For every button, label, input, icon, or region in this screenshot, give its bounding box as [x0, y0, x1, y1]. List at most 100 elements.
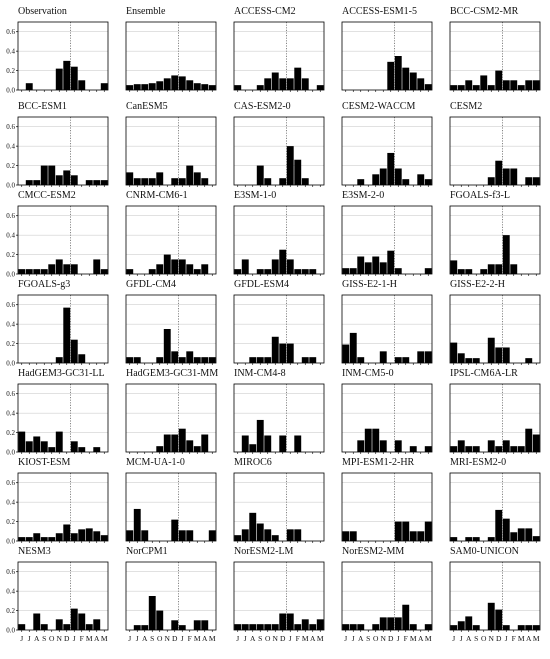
bar-16-5 [163, 329, 171, 363]
bar-20-2 [33, 436, 41, 452]
bar-15-7 [70, 339, 78, 363]
bar-27-4 [264, 529, 272, 541]
panel-title-26: MCM-UA-1-0 [126, 457, 185, 468]
ytick-label-10-1: 0.2 [6, 251, 15, 259]
bar-2-11 [316, 85, 324, 90]
panel-frame-9 [449, 116, 541, 186]
bar-24-2 [465, 446, 473, 452]
bar-6-0 [126, 172, 134, 185]
panel-frame-1 [125, 21, 217, 91]
bar-20-7 [70, 441, 78, 452]
bar-11-4 [156, 264, 164, 274]
bar-16-7 [178, 357, 186, 363]
bar-26-0 [126, 530, 134, 541]
bar-30-5 [55, 619, 63, 630]
panel-frame-28 [341, 472, 433, 542]
ytick-label-10-3: 0.6 [6, 212, 15, 220]
bar-30-10 [93, 619, 101, 630]
bar-27-1 [241, 529, 249, 541]
bar-4-8 [510, 80, 518, 90]
bar-14-0 [450, 260, 458, 274]
bar-31-1 [133, 625, 141, 630]
bar-13-1 [349, 268, 357, 274]
bar-1-4 [156, 81, 164, 90]
panel-frame-20 [17, 383, 109, 453]
month-label-33-11: M [425, 634, 432, 643]
month-label-30-6: D [64, 634, 70, 643]
panel-bg-31 [126, 562, 216, 630]
bar-22-6 [279, 435, 287, 452]
panel-frame-6 [125, 116, 217, 186]
bar-17-10 [309, 357, 317, 363]
bar-5-4 [48, 165, 56, 185]
bar-33-1 [349, 624, 357, 630]
ytick-label-30-3: 0.6 [6, 568, 15, 576]
bar-34-7 [502, 625, 510, 630]
bar-24-10 [525, 428, 533, 452]
bar-32-3 [256, 624, 264, 630]
month-label-31-11: M [209, 634, 216, 643]
bar-10-5 [55, 259, 63, 274]
panel-bg-25 [18, 473, 108, 541]
bar-10-10 [93, 259, 101, 274]
bar-5-5 [55, 175, 63, 185]
bar-25-1 [25, 537, 33, 541]
bar-7-7 [286, 146, 294, 185]
panel-title-4: BCC-CSM2-MR [450, 6, 519, 17]
panel-frame-5 [17, 116, 109, 186]
ytick-label-20-2: 0.4 [6, 410, 15, 418]
panel-frame-26 [125, 472, 217, 542]
panel-frame-18 [341, 294, 433, 364]
panel-bg-26 [126, 473, 216, 541]
bar-10-7 [70, 264, 78, 274]
bar-26-1 [133, 508, 141, 541]
bar-4-4 [480, 75, 488, 90]
bar-34-2 [465, 616, 473, 630]
bar-31-7 [178, 625, 186, 630]
panel-bg-24 [450, 384, 540, 452]
bar-23-7 [394, 440, 402, 452]
ytick-label-5-1: 0.2 [6, 162, 15, 170]
bar-18-1 [349, 332, 357, 363]
bar-25-9 [85, 528, 93, 541]
bar-9-11 [532, 177, 540, 185]
panel-frame-3 [341, 21, 433, 91]
bar-13-6 [387, 250, 395, 274]
panel-bg-29 [450, 473, 540, 541]
bar-18-5 [379, 351, 387, 363]
bar-5-1 [25, 180, 33, 185]
ytick-label-15-0: 0.0 [6, 360, 15, 368]
panel-frame-32 [233, 561, 325, 631]
bar-10-3 [40, 269, 48, 274]
bar-10-0 [18, 269, 26, 274]
bar-25-5 [55, 533, 63, 541]
bar-26-7 [178, 530, 186, 541]
panel-title-34: SAM0-UNICON [450, 546, 519, 557]
bar-29-8 [510, 532, 518, 541]
bar-26-2 [141, 530, 149, 541]
month-label-33-2: A [358, 634, 364, 643]
bar-25-7 [70, 533, 78, 541]
bar-32-1 [241, 624, 249, 630]
bar-8-6 [387, 152, 395, 185]
panel-bg-16 [126, 295, 216, 363]
bar-1-8 [186, 80, 194, 90]
panel-frame-29 [449, 472, 541, 542]
bar-27-7 [286, 529, 294, 541]
bar-34-11 [532, 625, 540, 630]
bar-19-6 [495, 347, 503, 363]
month-label-31-7: J [181, 634, 184, 643]
month-label-32-9: M [302, 634, 309, 643]
panel-bg-12 [234, 206, 324, 274]
bar-4-6 [495, 70, 503, 90]
ytick-label-25-2: 0.4 [6, 499, 15, 507]
bar-23-2 [357, 440, 365, 452]
month-label-32-2: A [250, 634, 256, 643]
bar-19-0 [450, 342, 458, 363]
ytick-label-10-0: 0.0 [6, 271, 15, 279]
bar-17-6 [279, 343, 287, 363]
panel-bg-20 [18, 384, 108, 452]
panel-frame-0 [17, 21, 109, 91]
month-label-30-5: N [57, 634, 63, 643]
bar-18-7 [394, 357, 402, 363]
